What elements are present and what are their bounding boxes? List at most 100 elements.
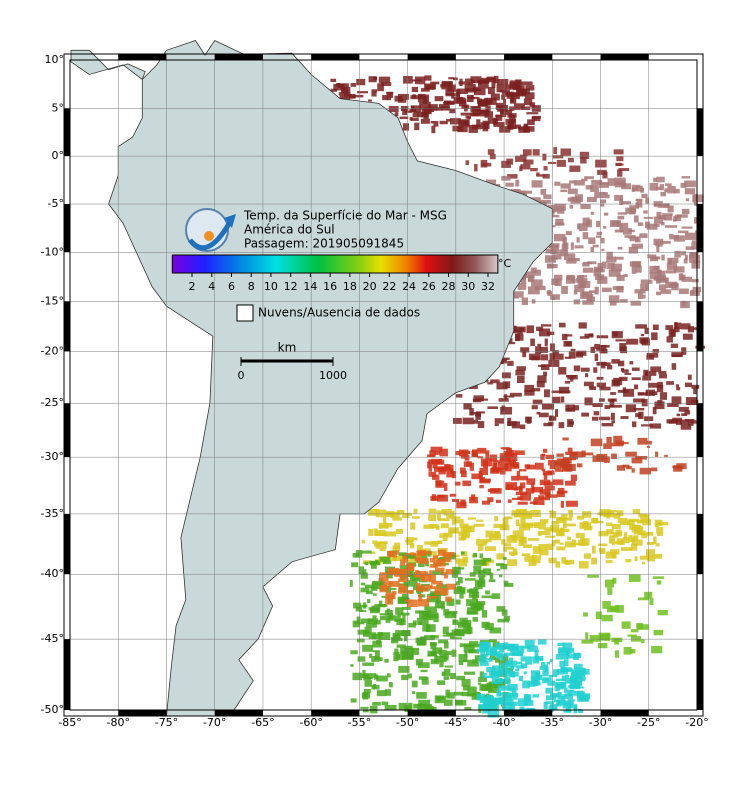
sst-patch	[428, 471, 437, 477]
sst-patch	[482, 700, 492, 708]
sst-patch	[681, 276, 693, 282]
sst-patch	[410, 105, 422, 113]
sst-patch	[471, 494, 476, 501]
sst-patch	[558, 422, 565, 429]
sst-patch	[628, 246, 639, 254]
sst-patch	[676, 387, 681, 391]
lon-label: -70°	[203, 716, 226, 729]
sst-patch	[493, 523, 505, 529]
sst-patch	[569, 165, 581, 172]
sst-patch	[539, 346, 548, 353]
sst-patch	[526, 464, 536, 470]
sst-patch	[460, 112, 473, 116]
sst-patch	[569, 678, 578, 682]
sst-patch	[376, 675, 388, 682]
sst-patch	[520, 663, 528, 668]
sst-patch	[570, 669, 582, 678]
sst-patch	[576, 451, 583, 458]
sst-patch	[517, 501, 528, 505]
sst-patch	[493, 651, 500, 655]
sst-patch	[368, 619, 373, 623]
sst-patch	[561, 514, 568, 520]
sst-patch	[545, 687, 553, 694]
sst-patch	[394, 542, 401, 549]
sst-patch	[385, 618, 391, 623]
sst-patch	[565, 341, 571, 346]
sst-patch	[364, 680, 372, 687]
sst-patch	[626, 338, 639, 345]
sst-patch	[456, 88, 468, 95]
sst-patch	[515, 369, 525, 376]
sst-patch	[573, 365, 581, 372]
sst-patch	[656, 245, 660, 253]
sst-patch	[488, 579, 496, 583]
sst-patch	[412, 516, 420, 519]
sst-patch	[365, 673, 377, 678]
sst-patch	[420, 88, 430, 92]
sst-patch	[564, 693, 573, 697]
sst-patch	[459, 617, 468, 625]
sst-patch	[631, 367, 640, 371]
sst-patch	[529, 523, 539, 526]
sst-patch	[479, 671, 484, 678]
sst-patch	[547, 680, 556, 686]
sst-patch	[531, 554, 537, 560]
colorbar-label: 14	[303, 280, 317, 293]
sst-patch	[556, 491, 565, 498]
sst-patch	[619, 299, 628, 303]
sst-patch	[457, 567, 465, 570]
sst-patch	[653, 216, 664, 224]
sst-patch	[578, 223, 588, 232]
sst-patch	[518, 675, 523, 682]
sst-patch	[380, 82, 392, 87]
sst-patch	[538, 639, 547, 645]
sst-patch	[397, 93, 409, 100]
sst-patch	[615, 339, 626, 342]
sst-patch	[609, 535, 615, 542]
sst-patch	[542, 669, 549, 677]
sst-patch	[408, 673, 412, 679]
sst-patch	[634, 384, 639, 390]
sst-patch	[647, 382, 659, 388]
sst-patch	[517, 650, 524, 657]
sst-patch	[480, 649, 485, 656]
sst-patch	[350, 83, 357, 87]
sst-patch	[538, 530, 551, 536]
sst-patch	[435, 601, 445, 608]
sst-patch	[629, 261, 641, 267]
sst-patch	[526, 417, 531, 424]
sst-patch	[532, 486, 544, 493]
sst-patch	[463, 529, 470, 537]
sst-patch	[520, 492, 532, 501]
sst-patch	[583, 381, 594, 387]
sst-patch	[511, 291, 524, 298]
sst-patch	[462, 480, 471, 487]
sst-patch	[400, 576, 408, 580]
sst-patch	[554, 274, 563, 281]
sst-patch	[553, 254, 562, 260]
sst-patch	[393, 652, 400, 659]
sst-patch	[415, 610, 427, 614]
sst-patch	[487, 117, 499, 124]
sst-patch	[561, 517, 573, 521]
sst-patch	[674, 235, 685, 242]
sst-patch	[370, 561, 377, 569]
sst-patch	[509, 392, 522, 397]
sst-patch	[649, 598, 654, 605]
sst-patch	[457, 621, 467, 628]
sst-patch	[449, 510, 455, 518]
sst-patch	[612, 577, 617, 584]
sst-patch	[479, 553, 484, 559]
sst-patch	[530, 167, 538, 172]
sst-patch	[411, 552, 417, 556]
sst-patch	[591, 557, 597, 565]
sst-patch	[388, 682, 393, 688]
sst-patch	[376, 690, 387, 697]
sst-patch	[685, 246, 694, 250]
sst-patch	[481, 77, 490, 84]
sst-patch	[565, 404, 569, 412]
frame-segment	[64, 301, 70, 352]
sst-patch	[475, 411, 485, 414]
sst-patch	[494, 515, 498, 522]
sst-patch	[583, 612, 588, 617]
